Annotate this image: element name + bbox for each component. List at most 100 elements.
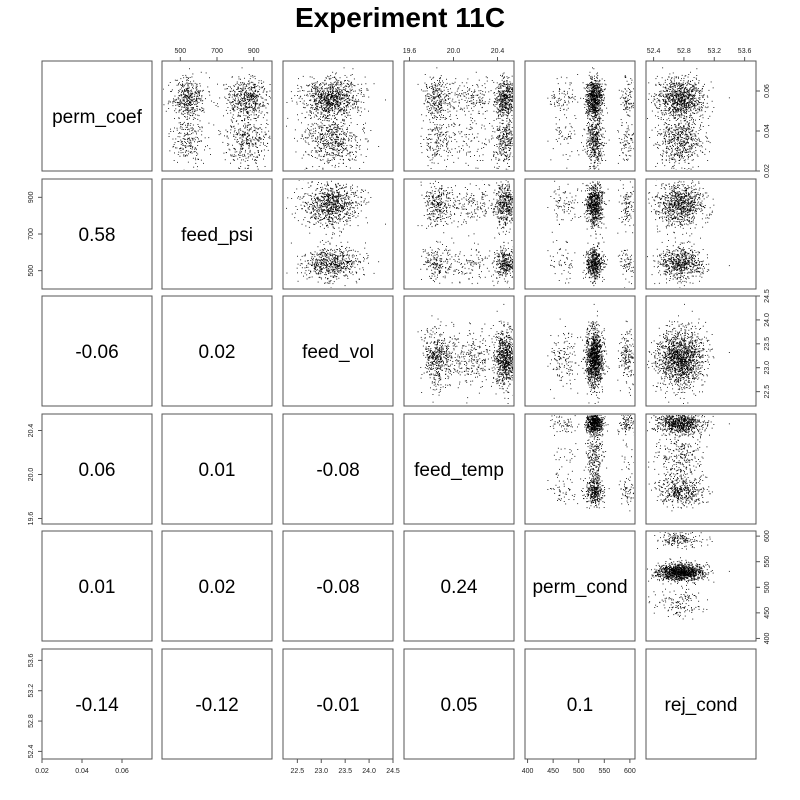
data-point — [266, 103, 268, 104]
data-point — [505, 88, 507, 90]
data-point — [312, 107, 314, 108]
data-point — [182, 144, 184, 146]
data-point — [185, 110, 187, 112]
data-point — [503, 134, 505, 136]
data-point — [505, 102, 507, 104]
data-point — [174, 152, 175, 154]
data-point — [312, 128, 314, 130]
data-point — [385, 99, 386, 101]
data-point — [440, 107, 442, 109]
data-point — [321, 105, 323, 107]
data-point — [342, 150, 344, 152]
data-point — [244, 134, 246, 136]
data-point — [314, 102, 316, 104]
data-point — [323, 110, 324, 112]
data-point — [183, 104, 185, 106]
data-point — [321, 82, 323, 84]
data-point — [185, 76, 187, 78]
data-point — [190, 115, 192, 117]
data-point — [248, 94, 249, 96]
data-point — [345, 155, 347, 156]
data-point — [321, 125, 323, 127]
data-point — [482, 160, 484, 161]
data-point — [440, 89, 442, 91]
data-point — [509, 120, 511, 121]
data-point — [255, 91, 256, 92]
data-point — [328, 91, 329, 93]
data-point — [179, 90, 180, 92]
data-point — [340, 126, 342, 127]
data-point — [366, 89, 368, 91]
data-point — [196, 98, 198, 99]
data-point — [438, 107, 440, 109]
data-point — [497, 96, 499, 98]
data-point — [314, 114, 316, 116]
data-point — [328, 104, 330, 106]
data-point — [441, 99, 443, 101]
data-point — [242, 82, 244, 84]
data-point — [321, 97, 323, 98]
data-point — [325, 147, 327, 148]
data-point — [296, 103, 298, 105]
data-point — [436, 95, 438, 97]
data-point — [432, 88, 434, 90]
data-point — [188, 94, 190, 96]
data-point — [237, 106, 239, 108]
data-point — [348, 140, 350, 142]
data-point — [255, 86, 257, 87]
data-point — [594, 151, 596, 153]
data-point — [334, 99, 336, 101]
data-point — [628, 100, 629, 101]
data-point — [194, 148, 195, 150]
data-point — [260, 105, 262, 107]
data-point — [458, 105, 459, 107]
data-point — [326, 118, 328, 119]
data-point — [194, 118, 196, 119]
data-point — [181, 89, 183, 91]
data-point — [456, 118, 458, 119]
data-point — [241, 102, 243, 104]
data-point — [594, 153, 596, 155]
data-point — [233, 134, 235, 136]
data-point — [326, 101, 328, 103]
data-point — [250, 141, 252, 143]
data-point — [173, 130, 174, 132]
data-point — [342, 139, 344, 140]
data-point — [186, 88, 188, 90]
data-point — [505, 97, 507, 99]
data-point — [446, 146, 447, 148]
data-point — [498, 95, 500, 97]
data-point — [319, 96, 320, 98]
data-point — [230, 125, 231, 127]
data-point — [192, 85, 194, 87]
data-point — [421, 89, 422, 91]
data-point — [431, 159, 433, 161]
data-point — [231, 125, 232, 127]
data-point — [202, 107, 204, 109]
data-point — [245, 143, 247, 145]
data-point — [351, 138, 352, 139]
data-point — [509, 137, 511, 139]
data-point — [515, 109, 516, 110]
data-point — [252, 143, 254, 145]
data-point — [315, 86, 317, 87]
data-point — [484, 87, 486, 89]
data-point — [335, 107, 336, 109]
data-point — [319, 89, 321, 91]
data-point — [291, 97, 293, 99]
data-point — [258, 137, 260, 139]
data-point — [303, 154, 305, 156]
data-point — [507, 85, 509, 87]
data-point — [252, 154, 253, 156]
data-point — [176, 80, 178, 81]
data-point — [189, 142, 191, 144]
data-point — [478, 97, 480, 99]
data-point — [461, 148, 462, 149]
data-point — [497, 108, 499, 110]
data-point — [253, 130, 255, 132]
data-point — [507, 169, 509, 170]
data-point — [341, 81, 343, 83]
data-point — [331, 95, 333, 97]
data-point — [316, 104, 318, 106]
data-point — [343, 106, 345, 108]
